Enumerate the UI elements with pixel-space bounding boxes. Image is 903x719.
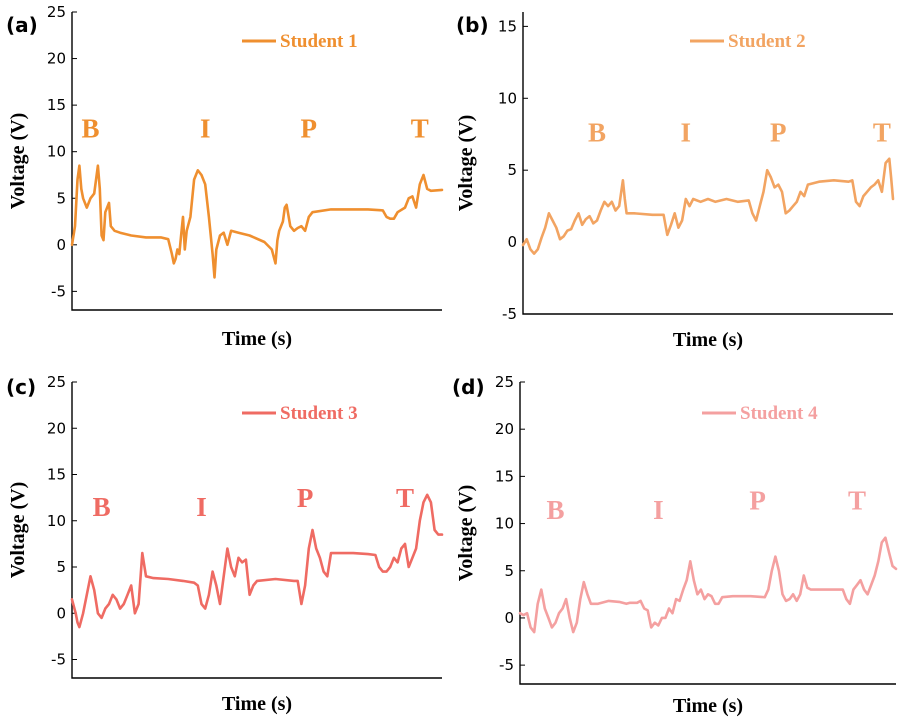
y-tick-label: 5 xyxy=(56,558,66,576)
x-axis-title: Time (s) xyxy=(673,329,743,351)
y-tick-label: 15 xyxy=(47,96,66,114)
annotation-letter: T xyxy=(848,485,866,515)
annotation-letter: P xyxy=(770,117,787,147)
legend-label: Student 2 xyxy=(728,31,806,52)
y-tick-label: 20 xyxy=(495,420,514,438)
y-tick-label: 25 xyxy=(47,3,66,21)
y-tick-label: 25 xyxy=(47,373,66,391)
panel-a: (a) -5 0 5 10 15 20 25 Voltage (V) Time (s) Studen… xyxy=(6,3,444,350)
y-tick-label: 0 xyxy=(507,233,517,251)
y-tick-label: 20 xyxy=(47,50,66,68)
panel-label: (d) xyxy=(452,375,485,399)
y-axis-title: Voltage (V) xyxy=(455,115,477,211)
y-tick-label: -5 xyxy=(502,305,517,323)
y-axis-title: Voltage (V) xyxy=(7,113,29,209)
annotation-letter: P xyxy=(301,114,318,144)
y-tick-label: 15 xyxy=(495,467,514,485)
annotation-letter: T xyxy=(411,114,429,144)
y-tick-label: 5 xyxy=(507,161,517,179)
y-tick-label: 10 xyxy=(47,512,66,530)
y-tick-label: 15 xyxy=(498,17,517,35)
annotation-letter: P xyxy=(749,485,766,515)
annotation-letter: T xyxy=(396,483,414,513)
axes-frame xyxy=(519,382,896,685)
series-line xyxy=(70,164,444,279)
annotation-letter: B xyxy=(546,495,564,525)
legend-label: Student 3 xyxy=(280,403,358,424)
axes-frame xyxy=(522,12,893,315)
x-axis-title: Time (s) xyxy=(222,328,292,350)
annotation-letter: T xyxy=(873,117,891,147)
series-line xyxy=(521,157,895,255)
y-tick-label: 0 xyxy=(56,236,66,254)
x-axis-title: Time (s) xyxy=(222,693,292,715)
y-tick-label: -5 xyxy=(51,282,66,300)
y-axis-title: Voltage (V) xyxy=(7,482,29,578)
annotation-letter: I xyxy=(681,117,692,147)
y-tick-label: 20 xyxy=(47,419,66,437)
panel-b: (b) -5 0 5 10 15 Voltage (V) Time (s) Student 2 B… xyxy=(455,12,895,351)
y-tick-label: 10 xyxy=(47,143,66,161)
x-axis-title: Time (s) xyxy=(673,695,743,717)
y-tick-label: 10 xyxy=(495,515,514,533)
legend-label: Student 4 xyxy=(740,403,818,424)
panel-label: (b) xyxy=(456,13,489,37)
panel-label: (c) xyxy=(6,375,36,399)
y-tick-label: 0 xyxy=(56,604,66,622)
y-tick-label: 5 xyxy=(504,562,514,580)
y-tick-label: 25 xyxy=(495,373,514,391)
axes-frame xyxy=(71,12,442,311)
y-tick-label: -5 xyxy=(51,651,66,669)
annotation-letter: B xyxy=(588,117,606,147)
panel-c: (c) -5 0 5 10 15 20 25 Voltage (V) Time (s) Studen… xyxy=(6,373,444,715)
legend-label: Student 1 xyxy=(280,31,358,52)
annotation-letter: B xyxy=(93,492,111,522)
annotation-letter: I xyxy=(200,114,211,144)
y-axis-title: Voltage (V) xyxy=(455,485,477,581)
series-line xyxy=(518,536,898,634)
y-tick-label: 15 xyxy=(47,466,66,484)
annotation-letter: I xyxy=(653,495,664,525)
y-tick-label: 10 xyxy=(498,89,517,107)
axes-frame xyxy=(71,382,442,679)
panel-d: (d) -5 0 5 10 15 20 25 Voltage (V) Time (s) Studen… xyxy=(452,373,898,717)
panel-label: (a) xyxy=(6,13,38,37)
annotation-letter: P xyxy=(297,483,314,513)
series-line xyxy=(70,493,444,629)
y-tick-label: 5 xyxy=(56,189,66,207)
y-tick-label: 0 xyxy=(504,609,514,627)
annotation-letter: I xyxy=(196,492,207,522)
annotation-letter: B xyxy=(81,114,99,144)
y-tick-label: -5 xyxy=(499,656,514,674)
